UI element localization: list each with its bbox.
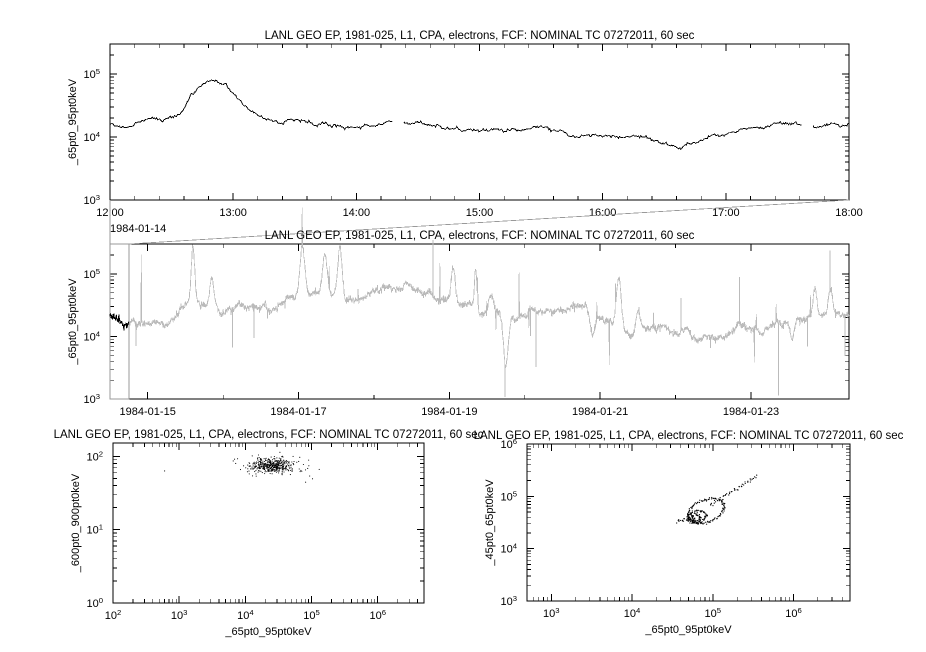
svg-text:1984-01-21: 1984-01-21 bbox=[572, 406, 628, 418]
svg-text:1984-01-15: 1984-01-15 bbox=[120, 406, 176, 418]
svg-text:17:00: 17:00 bbox=[712, 207, 740, 219]
svg-text:14:00: 14:00 bbox=[343, 207, 371, 219]
svg-text:1984-01-17: 1984-01-17 bbox=[270, 406, 326, 418]
svg-text:16:00: 16:00 bbox=[589, 207, 617, 219]
svg-text:18:00: 18:00 bbox=[835, 207, 863, 219]
svg-text:15:00: 15:00 bbox=[466, 207, 494, 219]
svg-text:_65pt0_95pt0keV: _65pt0_95pt0keV bbox=[224, 626, 312, 638]
svg-text:1984-01-19: 1984-01-19 bbox=[421, 406, 477, 418]
svg-text:_65pt0_95pt0keV: _65pt0_95pt0keV bbox=[67, 78, 79, 166]
svg-text:_45pt0_65pt0keV: _45pt0_65pt0keV bbox=[484, 479, 496, 567]
svg-text:_65pt0_95pt0keV: _65pt0_95pt0keV bbox=[644, 624, 732, 636]
svg-text:LANL GEO EP, 1981-025, L1, CPA: LANL GEO EP, 1981-025, L1, CPA, electron… bbox=[54, 429, 484, 441]
svg-text:_65pt0_95pt0keV: _65pt0_95pt0keV bbox=[67, 278, 79, 366]
svg-text:LANL GEO EP, 1981-025, L1, CPA: LANL GEO EP, 1981-025, L1, CPA, electron… bbox=[265, 230, 695, 242]
svg-text:LANL GEO EP, 1981-025, L1, CPA: LANL GEO EP, 1981-025, L1, CPA, electron… bbox=[265, 30, 695, 42]
svg-text:LANL GEO EP, 1981-025, L1, CPA: LANL GEO EP, 1981-025, L1, CPA, electron… bbox=[474, 430, 904, 442]
svg-text:_600pt0_900pt0keV: _600pt0_900pt0keV bbox=[70, 473, 82, 573]
svg-text:13:00: 13:00 bbox=[219, 207, 247, 219]
svg-text:1984-01-23: 1984-01-23 bbox=[723, 406, 779, 418]
svg-text:1984-01-14: 1984-01-14 bbox=[110, 223, 166, 235]
